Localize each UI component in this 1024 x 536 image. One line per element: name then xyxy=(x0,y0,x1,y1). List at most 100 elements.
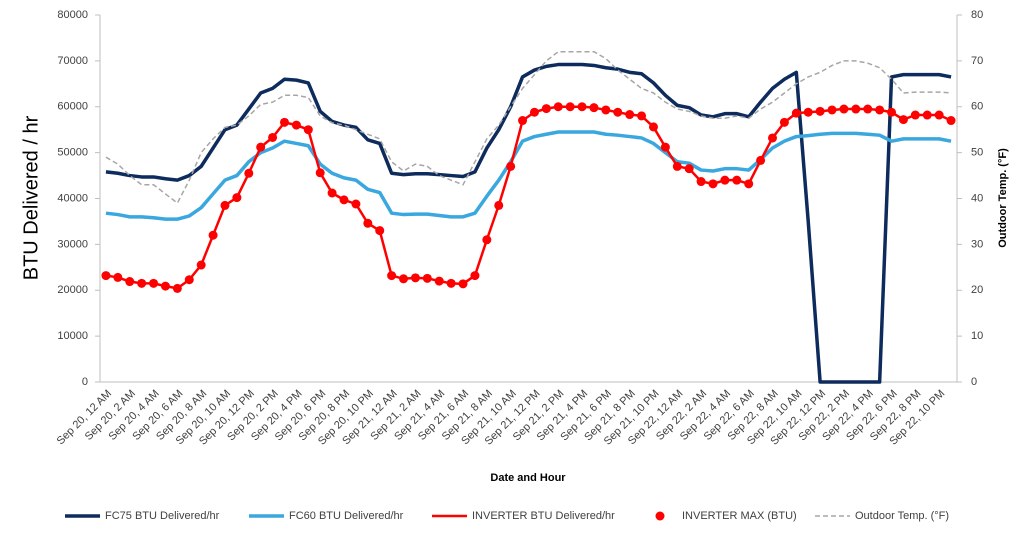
marker xyxy=(696,177,706,187)
marker xyxy=(827,105,837,115)
marker xyxy=(101,271,111,281)
marker xyxy=(553,102,563,112)
marker xyxy=(541,104,551,114)
marker xyxy=(149,278,159,288)
y-tick-label: 60000 xyxy=(57,101,88,113)
x-axis-title: Date and Hour xyxy=(490,472,566,484)
y2-tick-label: 50 xyxy=(971,147,983,159)
marker xyxy=(946,116,956,126)
y-tick-label: 20000 xyxy=(57,284,88,296)
marker xyxy=(601,105,611,115)
marker xyxy=(399,274,409,284)
marker xyxy=(565,102,575,112)
y-tick-label: 40000 xyxy=(57,192,88,204)
marker xyxy=(339,195,349,205)
marker xyxy=(577,102,587,112)
marker xyxy=(518,116,528,126)
marker xyxy=(184,275,194,285)
marker xyxy=(625,110,635,120)
marker xyxy=(934,110,944,120)
marker xyxy=(922,110,932,120)
marker xyxy=(803,107,813,117)
marker xyxy=(327,188,337,198)
marker xyxy=(160,281,170,291)
marker xyxy=(815,106,825,116)
marker xyxy=(660,142,670,152)
marker xyxy=(851,104,861,114)
series-line xyxy=(105,62,952,384)
series-line xyxy=(105,130,952,221)
marker xyxy=(744,179,754,189)
marker xyxy=(315,168,325,178)
marker xyxy=(410,273,420,283)
marker xyxy=(684,164,694,174)
marker xyxy=(672,161,682,171)
marker xyxy=(422,273,432,283)
marker xyxy=(779,117,789,127)
marker xyxy=(232,193,242,203)
marker xyxy=(303,125,313,135)
marker xyxy=(387,271,397,281)
marker xyxy=(458,279,468,289)
marker xyxy=(910,110,920,120)
legend-marker xyxy=(655,511,665,521)
marker xyxy=(446,278,456,288)
y-tick-label: 80000 xyxy=(57,9,88,21)
legend-label: INVERTER MAX (BTU) xyxy=(682,510,797,522)
marker xyxy=(613,107,623,117)
marker xyxy=(637,111,647,121)
marker xyxy=(291,120,301,130)
series-line xyxy=(105,50,952,204)
marker xyxy=(279,117,289,127)
marker xyxy=(887,107,897,117)
marker xyxy=(137,278,147,288)
legend-label: Outdoor Temp. (°F) xyxy=(855,510,949,522)
legend-label: FC75 BTU Delivered/hr xyxy=(105,510,220,522)
y-tick-label: 0 xyxy=(82,376,88,388)
marker xyxy=(756,155,766,165)
legend-label: FC60 BTU Delivered/hr xyxy=(289,510,404,522)
y-tick-label: 50000 xyxy=(57,147,88,159)
marker xyxy=(244,168,254,178)
marker xyxy=(506,161,516,171)
marker xyxy=(256,142,266,152)
marker xyxy=(720,175,730,185)
marker xyxy=(363,218,373,228)
marker xyxy=(839,104,849,114)
marker xyxy=(172,283,182,293)
marker xyxy=(589,103,599,113)
marker xyxy=(732,175,742,185)
y-axis-title: BTU Delivered / hr xyxy=(20,115,42,280)
y2-tick-label: 80 xyxy=(971,9,983,21)
y-tick-label: 70000 xyxy=(57,55,88,67)
marker xyxy=(351,199,361,209)
marker xyxy=(208,230,218,240)
marker xyxy=(125,277,135,287)
y2-tick-label: 30 xyxy=(971,238,983,250)
marker xyxy=(898,115,908,125)
marker xyxy=(434,276,444,286)
marker xyxy=(791,108,801,118)
marker xyxy=(268,132,278,142)
marker xyxy=(863,104,873,114)
marker xyxy=(375,226,385,236)
marker xyxy=(482,235,492,245)
marker xyxy=(113,272,123,282)
y-tick-label: 30000 xyxy=(57,238,88,250)
marker xyxy=(708,179,718,189)
marker xyxy=(648,122,658,132)
y2-tick-label: 20 xyxy=(971,284,983,296)
marker xyxy=(529,107,539,117)
marker xyxy=(768,133,778,143)
y2-tick-label: 10 xyxy=(971,330,983,342)
y2-tick-label: 40 xyxy=(971,192,983,204)
marker xyxy=(220,200,230,210)
marker xyxy=(875,105,885,115)
y2-tick-label: 0 xyxy=(971,376,977,388)
marker xyxy=(196,260,206,270)
marker xyxy=(470,271,480,281)
y-tick-label: 10000 xyxy=(57,330,88,342)
y2-axis-title: Outdoor Temp. (°F) xyxy=(997,148,1009,248)
marker xyxy=(494,200,504,210)
